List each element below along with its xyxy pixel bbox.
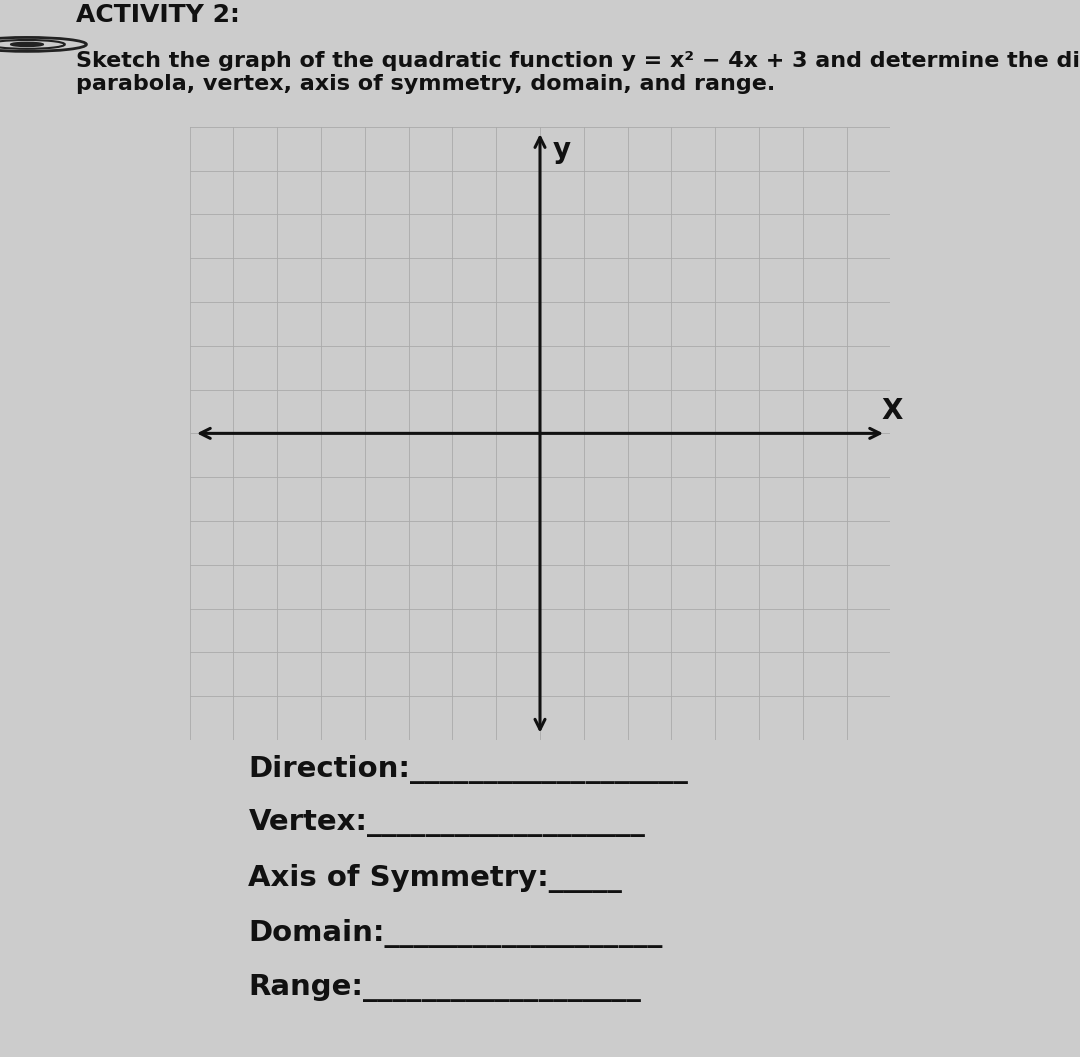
Text: Range:___________________: Range:___________________ — [248, 973, 642, 1002]
Text: X: X — [881, 397, 903, 426]
Circle shape — [11, 42, 43, 47]
Text: ACTIVITY 2:: ACTIVITY 2: — [76, 2, 240, 26]
Text: Sketch the graph of the quadratic function y = x² − 4x + 3 and determine the dir: Sketch the graph of the quadratic functi… — [76, 51, 1080, 94]
Text: Vertex:___________________: Vertex:___________________ — [248, 810, 645, 837]
Text: Domain:___________________: Domain:___________________ — [248, 919, 663, 948]
Text: y: y — [553, 135, 571, 164]
Text: Axis of Symmetry:_____: Axis of Symmetry:_____ — [248, 865, 622, 893]
Text: Direction:___________________: Direction:___________________ — [248, 755, 688, 783]
